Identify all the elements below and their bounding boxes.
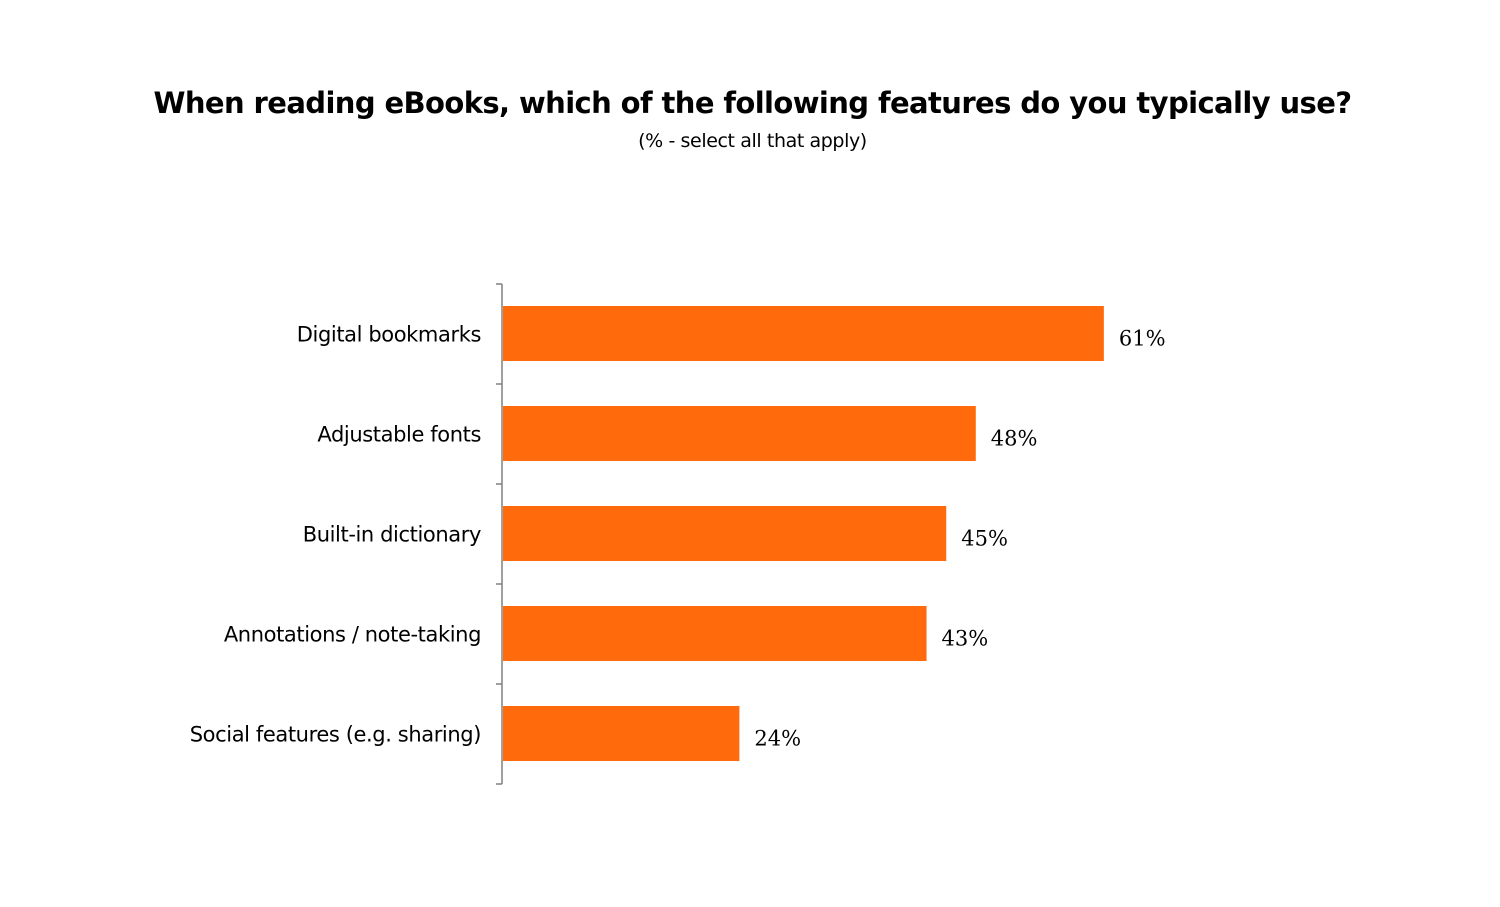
category-label: Built-in dictionary: [303, 523, 481, 547]
value-label: 61%: [1119, 327, 1166, 351]
value-label: 43%: [942, 627, 989, 651]
category-label: Annotations / note-taking: [224, 623, 481, 647]
bar: [503, 406, 976, 461]
chart-subtitle: (% - select all that apply): [638, 130, 867, 152]
value-label: 24%: [754, 727, 801, 751]
bar: [503, 706, 740, 761]
category-label: Social features (e.g. sharing): [190, 723, 481, 747]
category-label: Adjustable fonts: [317, 423, 481, 447]
value-label: 45%: [961, 527, 1008, 551]
chart-title: When reading eBooks, which of the follow…: [153, 86, 1353, 120]
bar: [503, 606, 927, 661]
value-label: 48%: [991, 427, 1038, 451]
bar: [503, 306, 1104, 361]
category-label: Digital bookmarks: [297, 323, 481, 347]
bar: [503, 506, 947, 561]
